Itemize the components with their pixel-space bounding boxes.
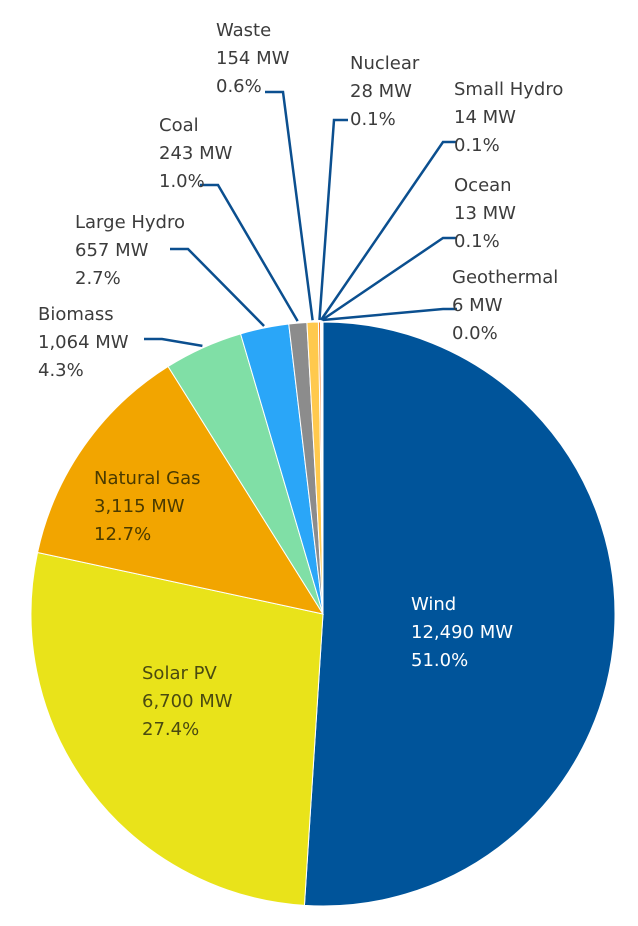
leader-line-coal (200, 183, 299, 322)
label-small-hydro: Small Hydro 14 MW 0.1% (454, 79, 563, 156)
leader-line-nuclear (318, 118, 348, 321)
leader-line-geothermal (322, 307, 457, 322)
label-value: 6 MW (452, 295, 503, 316)
label-biomass: Biomass 1,064 MW 4.3% (38, 304, 129, 381)
label-value: 154 MW (216, 48, 290, 69)
label-value: 1,064 MW (38, 332, 129, 353)
label-percent: 12.7% (94, 524, 151, 545)
label-percent: 0.0% (452, 323, 498, 344)
label-percent: 51.0% (411, 650, 468, 671)
leader-line-biomass (144, 337, 203, 348)
label-geothermal: Geothermal 6 MW 0.0% (452, 267, 558, 344)
label-solar-pv: Solar PV 6,700 MW 27.4% (142, 663, 233, 740)
label-percent: 27.4% (142, 719, 199, 740)
label-ocean: Ocean 13 MW 0.1% (454, 175, 516, 252)
label-name: Large Hydro (75, 212, 185, 233)
label-name: Wind (411, 594, 456, 615)
leader-lines (144, 90, 457, 348)
label-percent: 0.1% (454, 231, 500, 252)
slice-labels: Wind 12,490 MW 51.0% Solar PV 6,700 MW 27.4% N… (38, 20, 563, 740)
label-large-hydro: Large Hydro 657 MW 2.7% (75, 212, 185, 289)
leader-line-large-hydro (170, 247, 265, 327)
pie-slice-wind (303, 321, 616, 907)
leader-line-small-hydro (320, 140, 457, 321)
label-coal: Coal 243 MW 1.0% (159, 115, 233, 192)
label-name: Nuclear (350, 53, 420, 74)
label-value: 14 MW (454, 107, 516, 128)
label-percent: 2.7% (75, 268, 121, 289)
label-name: Natural Gas (94, 468, 200, 489)
label-value: 13 MW (454, 203, 516, 224)
label-value: 12,490 MW (411, 622, 513, 643)
label-name: Waste (216, 20, 271, 41)
pie-slice-natural-gas (36, 365, 325, 615)
label-percent: 4.3% (38, 360, 84, 381)
label-percent: 1.0% (159, 171, 205, 192)
leader-line-ocean (321, 236, 457, 322)
label-percent: 0.1% (350, 109, 396, 130)
label-percent: 0.1% (454, 135, 500, 156)
label-nuclear: Nuclear 28 MW 0.1% (350, 53, 420, 130)
label-wind: Wind 12,490 MW 51.0% (411, 594, 513, 671)
label-natural-gas: Natural Gas 3,115 MW 12.7% (94, 468, 200, 545)
label-name: Geothermal (452, 267, 558, 288)
label-percent: 0.6% (216, 76, 262, 97)
label-name: Coal (159, 115, 199, 136)
pie-slice-solar-pv (30, 551, 324, 906)
label-value: 6,700 MW (142, 691, 233, 712)
label-value: 243 MW (159, 143, 233, 164)
label-name: Biomass (38, 304, 114, 325)
label-value: 657 MW (75, 240, 149, 261)
label-name: Solar PV (142, 663, 217, 684)
label-name: Ocean (454, 175, 512, 196)
label-value: 28 MW (350, 81, 412, 102)
leader-line-waste (265, 90, 314, 321)
label-value: 3,115 MW (94, 496, 185, 517)
label-name: Small Hydro (454, 79, 563, 100)
pie-slices (30, 321, 616, 907)
label-waste: Waste 154 MW 0.6% (216, 20, 290, 97)
